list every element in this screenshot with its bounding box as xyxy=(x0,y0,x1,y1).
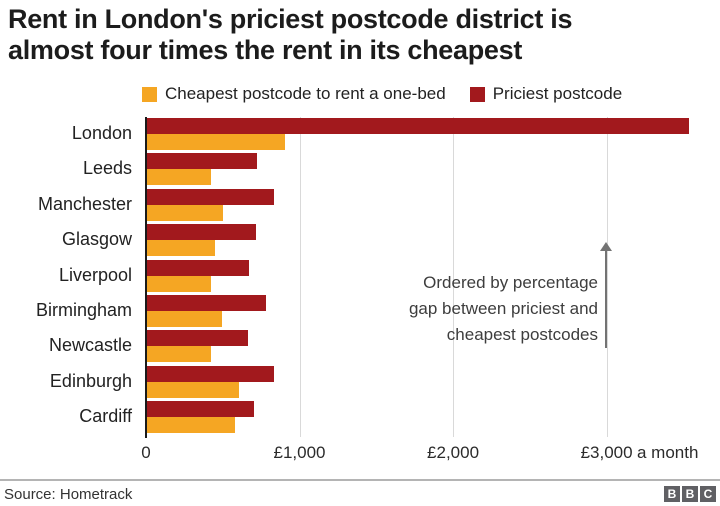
plot-area xyxy=(146,117,712,437)
chart-row: Leeds xyxy=(0,153,720,188)
city-label: Cardiff xyxy=(79,406,132,427)
city-label: Glasgow xyxy=(61,229,132,250)
x-axis-unit-label: a month xyxy=(637,443,699,462)
gridline xyxy=(453,117,455,437)
priciest-bar xyxy=(147,118,689,134)
y-axis-line xyxy=(145,117,147,438)
bbc-logo-block-b2: B xyxy=(682,486,698,502)
priciest-bar xyxy=(147,224,256,241)
priciest-bar xyxy=(147,153,257,170)
chart-row: Cardiff xyxy=(0,401,720,436)
chart-row: Glasgow xyxy=(0,224,720,259)
bbc-logo-block-b1: B xyxy=(664,486,680,502)
legend-item-cheapest: Cheapest postcode to rent a one-bed xyxy=(142,84,446,104)
chart-row: Liverpool xyxy=(0,259,720,295)
priciest-bar xyxy=(147,401,255,418)
bar-pair xyxy=(147,153,257,186)
cheapest-bar xyxy=(147,417,235,434)
cheapest-bar xyxy=(147,204,223,221)
city-label: Liverpool xyxy=(58,264,132,285)
chart-title-line-1: Rent in London's priciest postcode distr… xyxy=(8,4,573,34)
city-label: London xyxy=(71,123,132,143)
sort-annotation: Ordered by percentage gap between pricie… xyxy=(409,270,598,348)
priciest-bar xyxy=(147,294,266,311)
chart-row: Edinburgh xyxy=(0,365,720,401)
cheapest-bar xyxy=(147,240,216,257)
bbc-logo-block-c: C xyxy=(700,486,716,502)
gridline xyxy=(299,117,301,437)
chart-row: Newcastle xyxy=(0,330,720,365)
x-tick-label: £3,000 xyxy=(580,443,633,462)
cheapest-bar xyxy=(147,169,212,186)
cheapest-bar xyxy=(147,310,223,327)
source-label: Source: Hometrack xyxy=(4,486,133,503)
up-arrow-head-icon xyxy=(600,242,612,251)
city-label: Birmingham xyxy=(35,299,132,320)
x-tick-label: £2,000 xyxy=(427,443,480,462)
bar-pair xyxy=(147,259,250,292)
cheapest-bar xyxy=(147,134,286,150)
bar-pair xyxy=(147,330,249,363)
chart-rows: London Leeds Manchester Glasgow Liverpool Bir… xyxy=(0,118,720,437)
city-label: Newcastle xyxy=(48,335,132,356)
priciest-bar xyxy=(147,330,249,347)
city-label: Manchester xyxy=(37,193,132,214)
cheapest-bar xyxy=(147,346,212,363)
chart-title-line-2: almost four times the rent in its cheape… xyxy=(8,35,523,65)
legend-label-priciest: Priciest postcode xyxy=(492,84,623,103)
cheapest-bar xyxy=(147,381,240,398)
x-tick-label: 0 xyxy=(141,443,151,462)
chart-row: London xyxy=(0,118,720,153)
annotation-line-3: cheapest postcodes xyxy=(446,325,598,344)
cheapest-swatch-icon xyxy=(142,86,157,102)
bar-pair xyxy=(147,188,274,221)
bar-pair xyxy=(147,118,689,150)
bar-pair xyxy=(147,365,274,398)
chart-row: Manchester xyxy=(0,188,720,224)
chart-row: Birmingham xyxy=(0,294,720,330)
annotation-line-1: Ordered by percentage xyxy=(423,273,598,292)
priciest-bar xyxy=(147,188,274,205)
priciest-swatch-icon xyxy=(469,86,485,102)
priciest-bar xyxy=(147,365,274,382)
priciest-bar xyxy=(147,259,250,276)
cheapest-bar xyxy=(147,275,211,292)
bar-pair xyxy=(147,294,266,327)
city-label: Leeds xyxy=(82,158,132,179)
x-tick-label: £1,000 xyxy=(273,443,326,462)
bbc-logo: B B C xyxy=(664,486,716,502)
x-axis-labels: 0 £1,000 £2,000 £3,000 a month xyxy=(0,443,720,465)
bar-pair xyxy=(147,224,256,257)
legend-label-cheapest: Cheapest postcode to rent a one-bed xyxy=(165,84,446,103)
bar-pair xyxy=(147,401,255,434)
legend-item-priciest: Priciest postcode xyxy=(469,84,623,104)
city-label: Edinburgh xyxy=(49,370,132,391)
footer-divider xyxy=(0,479,720,481)
up-arrow-icon xyxy=(605,250,607,348)
legend: Cheapest postcode to rent a one-bed Pric… xyxy=(142,84,622,104)
gridline xyxy=(606,117,608,437)
chart-title: Rent in London's priciest postcode distr… xyxy=(8,4,714,66)
annotation-line-2: gap between priciest and xyxy=(408,299,598,318)
